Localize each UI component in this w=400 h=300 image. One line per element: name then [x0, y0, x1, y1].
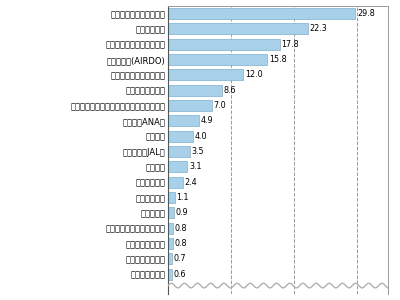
Bar	[168, 238, 173, 249]
Text: 0.9: 0.9	[175, 208, 188, 217]
Text: 1.1: 1.1	[176, 193, 189, 202]
Bar	[168, 131, 193, 142]
Bar	[168, 268, 172, 280]
Text: 17.8: 17.8	[282, 40, 299, 49]
Text: 12.0: 12.0	[245, 70, 263, 80]
Text: 7.0: 7.0	[214, 101, 226, 110]
Bar	[168, 54, 267, 65]
Text: 22.3: 22.3	[310, 25, 328, 34]
Text: 3.5: 3.5	[192, 147, 204, 156]
Bar	[168, 39, 280, 50]
Text: 0.6: 0.6	[173, 270, 186, 279]
Text: 3.1: 3.1	[189, 162, 202, 171]
Text: 8.6: 8.6	[224, 86, 236, 95]
Bar	[168, 161, 188, 172]
Bar	[168, 23, 308, 34]
Text: 0.8: 0.8	[174, 224, 187, 232]
Bar	[168, 116, 199, 126]
Bar	[168, 69, 244, 80]
Bar	[168, 100, 212, 111]
Text: 2.4: 2.4	[185, 178, 197, 187]
Bar	[168, 192, 175, 203]
Text: 4.0: 4.0	[195, 132, 207, 141]
Text: 0.7: 0.7	[174, 254, 186, 263]
Text: 29.8: 29.8	[357, 9, 375, 18]
Text: 4.9: 4.9	[200, 116, 213, 125]
Text: 0.8: 0.8	[174, 239, 187, 248]
Bar	[168, 8, 355, 19]
Bar	[168, 223, 173, 234]
Bar	[168, 177, 183, 188]
Bar	[168, 146, 190, 157]
Bar	[168, 85, 222, 96]
Bar	[168, 253, 172, 264]
Bar	[168, 207, 174, 218]
Text: 15.8: 15.8	[269, 55, 286, 64]
